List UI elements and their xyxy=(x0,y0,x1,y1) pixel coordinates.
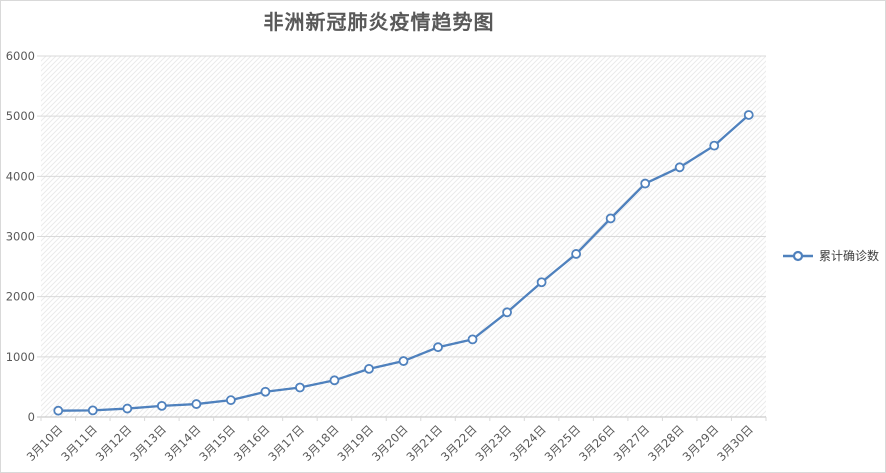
x-tick-label: 3月11日 xyxy=(58,422,100,464)
x-tick-label-group: 3月24日 xyxy=(507,422,549,464)
y-tick-label: 1000 xyxy=(6,350,35,364)
data-point-marker[interactable] xyxy=(191,399,202,409)
data-point-marker[interactable] xyxy=(295,382,305,393)
legend-line-marker-icon xyxy=(783,250,813,261)
y-tick-label: 0 xyxy=(28,410,35,424)
x-tick-label-group: 3月11日 xyxy=(58,422,100,464)
x-tick-label-group: 3月29日 xyxy=(680,422,722,464)
legend[interactable]: 累计确诊数 xyxy=(782,247,879,264)
data-point-marker[interactable] xyxy=(571,249,582,259)
x-tick-label: 3月24日 xyxy=(507,422,549,464)
data-point-marker[interactable] xyxy=(398,356,409,366)
data-point-marker[interactable] xyxy=(225,395,236,406)
data-point-marker[interactable] xyxy=(536,277,547,288)
data-point-marker[interactable] xyxy=(329,375,340,386)
data-point-marker[interactable] xyxy=(87,405,98,416)
x-tick-label-group: 3月27日 xyxy=(611,422,653,464)
x-tick-label: 3月28日 xyxy=(645,422,687,464)
data-point-marker[interactable] xyxy=(364,363,374,374)
legend-series-label: 累计确诊数 xyxy=(819,249,880,263)
x-tick-label-group: 3月15日 xyxy=(196,422,238,464)
x-tick-label: 3月13日 xyxy=(127,422,169,464)
x-tick-label: 3月20日 xyxy=(369,422,411,464)
x-tick-label-group: 3月17日 xyxy=(265,422,307,464)
y-tick-label: 5000 xyxy=(6,109,35,123)
x-tick-label-group: 3月28日 xyxy=(645,422,687,464)
data-point-marker[interactable] xyxy=(53,405,64,416)
x-tick-label: 3月19日 xyxy=(334,422,376,464)
x-tick-label-group: 3月13日 xyxy=(127,422,169,464)
x-tick-label: 3月14日 xyxy=(162,422,204,464)
x-tick-label: 3月15日 xyxy=(196,422,238,464)
y-tick-label: 3000 xyxy=(6,230,35,244)
x-tick-label: 3月17日 xyxy=(265,422,307,464)
x-tick-label-group: 3月10日 xyxy=(24,422,66,464)
x-tick-label: 3月16日 xyxy=(231,422,273,464)
x-tick-label: 3月22日 xyxy=(438,422,480,464)
x-tick-label-group: 3月12日 xyxy=(93,422,135,464)
x-tick-label: 3月18日 xyxy=(300,422,342,464)
data-point-marker[interactable] xyxy=(743,110,754,120)
x-tick-label-group: 3月26日 xyxy=(576,422,618,464)
x-tick-label: 3月29日 xyxy=(680,422,722,464)
x-tick-label: 3月12日 xyxy=(93,422,135,464)
data-point-marker[interactable] xyxy=(122,403,133,414)
data-point-marker[interactable] xyxy=(260,386,271,397)
x-tick-label-group: 3月16日 xyxy=(231,422,273,464)
data-point-marker[interactable] xyxy=(605,213,616,224)
x-tick-label-group: 3月25日 xyxy=(542,422,584,464)
x-tick-label: 3月30日 xyxy=(714,422,756,464)
x-tick-label-group: 3月20日 xyxy=(369,422,411,464)
data-point-marker[interactable] xyxy=(156,400,167,411)
x-tick-label: 3月23日 xyxy=(473,422,515,464)
x-tick-label: 3月21日 xyxy=(403,422,445,464)
x-tick-label: 3月26日 xyxy=(576,422,618,464)
y-tick-label: 4000 xyxy=(6,169,35,183)
x-tick-label-group: 3月30日 xyxy=(714,422,756,464)
data-point-marker[interactable] xyxy=(674,162,685,173)
data-point-marker[interactable] xyxy=(709,140,720,151)
y-tick-label: 2000 xyxy=(6,290,35,304)
data-point-marker[interactable] xyxy=(467,334,478,345)
x-tick-label: 3月10日 xyxy=(24,422,66,464)
x-tick-label-group: 3月19日 xyxy=(334,422,376,464)
x-tick-label-group: 3月21日 xyxy=(403,422,445,464)
x-tick-label-group: 3月18日 xyxy=(300,422,342,464)
x-tick-label: 3月27日 xyxy=(611,422,653,464)
data-point-marker[interactable] xyxy=(502,307,512,318)
x-tick-label-group: 3月22日 xyxy=(438,422,480,464)
y-tick-label: 6000 xyxy=(6,49,35,63)
data-point-marker[interactable] xyxy=(433,342,443,353)
x-tick-label-group: 3月23日 xyxy=(473,422,515,464)
data-point-marker[interactable] xyxy=(640,178,651,189)
x-tick-label-group: 3月14日 xyxy=(162,422,204,464)
x-tick-label: 3月25日 xyxy=(542,422,584,464)
